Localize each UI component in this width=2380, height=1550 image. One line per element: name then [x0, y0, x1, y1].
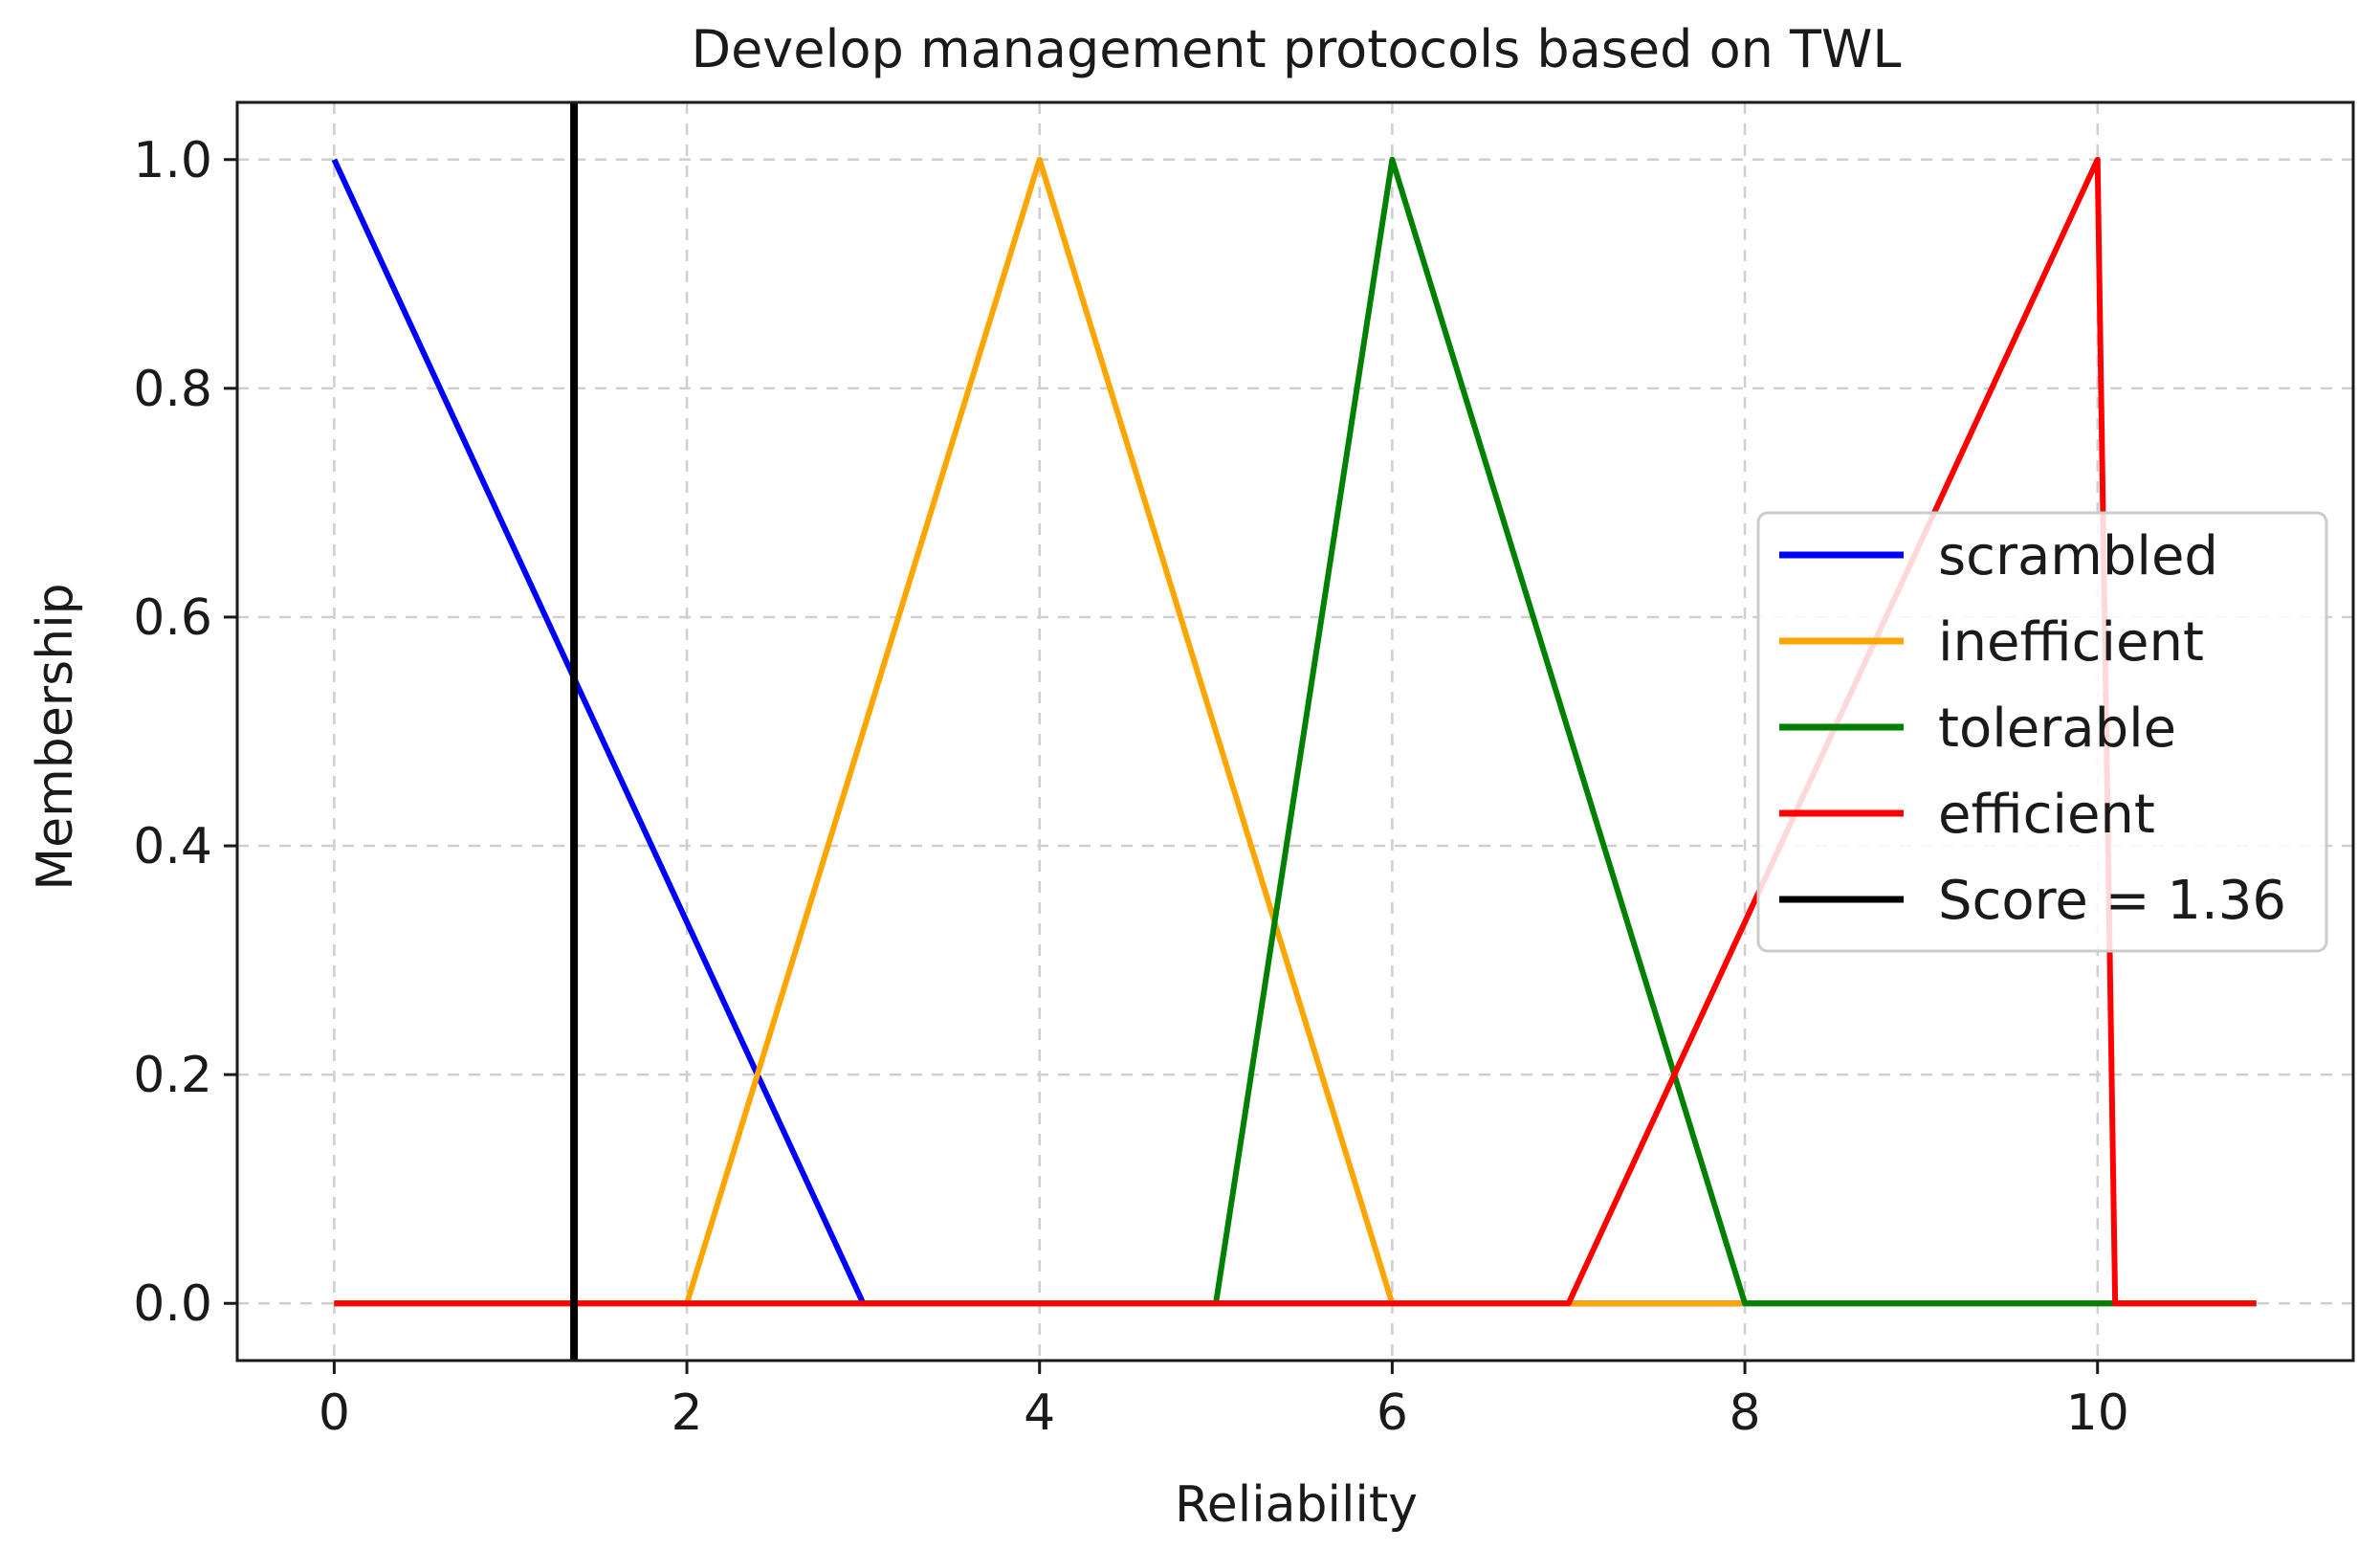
- x-tick-label: 4: [1024, 1384, 1055, 1442]
- x-tick-label: 8: [1730, 1384, 1761, 1442]
- legend-entry-scrambled-label: scrambled: [1938, 525, 2218, 587]
- series-layer: [331, 102, 2257, 1361]
- legend: scrambled inefficient tolerable efficient Sc…: [1756, 511, 2328, 953]
- y-tick-label: 0.8: [133, 361, 212, 418]
- x-tick-label: 0: [319, 1384, 350, 1442]
- axis-ticks: 0 2 4 6 8 10 0.0 0.2 0.4 0.6 0.8 1.0: [133, 132, 2129, 1442]
- legend-entry-efficient-label: efficient: [1938, 784, 2155, 846]
- y-tick-label: 1.0: [133, 132, 212, 189]
- x-tick-label: 2: [672, 1384, 703, 1442]
- y-tick-label: 0.6: [133, 589, 212, 647]
- x-axis-title: Reliability: [1175, 1476, 1418, 1534]
- y-tick-label: 0.2: [133, 1047, 212, 1104]
- chart-title: Develop management protocols based on TW…: [692, 19, 1902, 79]
- y-tick-label: 0.0: [133, 1275, 212, 1333]
- x-tick-label: 6: [1377, 1384, 1408, 1442]
- x-tick-label: 10: [2066, 1384, 2129, 1442]
- plot-frame: [235, 100, 2355, 1362]
- y-tick-label: 0.4: [133, 818, 212, 875]
- legend-box: [1756, 511, 2328, 953]
- legend-entry-tolerable-label: tolerable: [1938, 698, 2176, 760]
- y-axis-title: Membership: [27, 583, 84, 890]
- series-line-efficient: [334, 156, 2257, 1307]
- legend-entry-score-label: Score = 1.36: [1938, 870, 2286, 932]
- legend-entry-inefficient-label: inefficient: [1938, 611, 2204, 674]
